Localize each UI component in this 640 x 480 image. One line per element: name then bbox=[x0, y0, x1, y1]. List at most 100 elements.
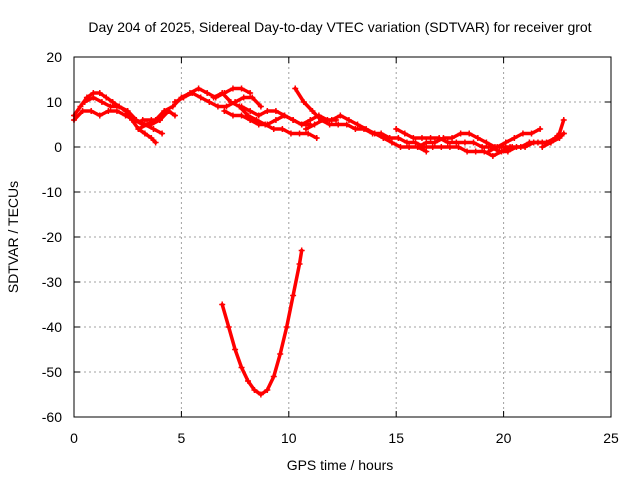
data-point bbox=[466, 130, 473, 137]
data-point bbox=[453, 139, 460, 146]
data-point bbox=[79, 108, 86, 114]
series-layer bbox=[71, 85, 567, 398]
data-point bbox=[438, 144, 445, 150]
data-point bbox=[287, 130, 294, 137]
series-arc-15 bbox=[540, 118, 566, 149]
data-point bbox=[547, 139, 554, 146]
data-point bbox=[144, 121, 151, 128]
data-point bbox=[352, 126, 359, 132]
data-point bbox=[528, 130, 535, 137]
data-point bbox=[238, 85, 245, 92]
data-point bbox=[431, 139, 438, 146]
data-point bbox=[474, 135, 481, 141]
data-point bbox=[96, 112, 103, 119]
data-point bbox=[479, 144, 486, 150]
data-point bbox=[257, 103, 264, 110]
data-point bbox=[90, 94, 97, 101]
data-point bbox=[270, 373, 277, 380]
data-point bbox=[124, 108, 131, 114]
y-tick-label: -10 bbox=[42, 184, 62, 200]
data-point bbox=[109, 99, 116, 105]
y-tick-label: -50 bbox=[42, 364, 62, 380]
data-point bbox=[223, 103, 230, 110]
x-tick-label: 15 bbox=[388, 430, 404, 446]
data-point bbox=[440, 135, 447, 141]
data-point bbox=[165, 108, 172, 114]
x-tick-label: 25 bbox=[603, 430, 619, 446]
data-point bbox=[219, 90, 226, 96]
data-point bbox=[244, 378, 251, 384]
data-point bbox=[277, 351, 284, 357]
series-arc-16 bbox=[220, 248, 304, 397]
data-point bbox=[406, 144, 413, 150]
data-point bbox=[103, 94, 110, 101]
x-tick-label: 20 bbox=[496, 430, 512, 446]
data-point bbox=[169, 103, 176, 110]
data-point bbox=[393, 126, 400, 132]
data-point bbox=[397, 144, 404, 150]
data-point bbox=[464, 148, 471, 155]
data-point bbox=[560, 117, 567, 123]
data-point bbox=[238, 103, 245, 110]
data-point bbox=[206, 99, 213, 105]
data-point bbox=[423, 139, 430, 146]
data-point bbox=[283, 324, 290, 330]
data-point bbox=[496, 148, 503, 155]
data-point bbox=[300, 99, 307, 105]
data-point bbox=[214, 103, 221, 110]
data-point bbox=[247, 117, 254, 123]
data-point bbox=[281, 112, 288, 119]
data-point bbox=[418, 135, 425, 141]
data-point bbox=[504, 148, 511, 155]
y-tick-label: -60 bbox=[42, 409, 62, 425]
data-point bbox=[345, 117, 352, 123]
data-point bbox=[509, 144, 516, 150]
data-point bbox=[122, 112, 129, 119]
data-point bbox=[483, 139, 490, 146]
data-point bbox=[135, 126, 142, 132]
data-point bbox=[307, 117, 314, 123]
data-point bbox=[219, 301, 226, 308]
data-point bbox=[133, 117, 140, 123]
y-tick-label: 0 bbox=[54, 139, 62, 155]
data-point bbox=[298, 121, 305, 128]
data-point bbox=[251, 387, 258, 393]
data-point bbox=[229, 85, 236, 92]
y-tick-label: -20 bbox=[42, 229, 62, 245]
data-point bbox=[270, 126, 277, 132]
data-point bbox=[302, 126, 309, 132]
data-point bbox=[412, 139, 419, 146]
data-point bbox=[388, 139, 395, 146]
data-point bbox=[113, 108, 120, 114]
data-point bbox=[107, 103, 114, 110]
data-point bbox=[88, 108, 95, 114]
data-point bbox=[519, 130, 526, 137]
chart-title: Day 204 of 2025, Sidereal Day-to-day VTE… bbox=[88, 19, 591, 35]
data-point bbox=[485, 148, 492, 155]
data-point bbox=[232, 346, 239, 353]
data-point bbox=[403, 139, 410, 146]
data-point bbox=[309, 108, 316, 114]
x-axis-label: GPS time / hours bbox=[287, 457, 394, 473]
y-axis-label: SDTVAR / TECUs bbox=[5, 181, 21, 293]
y-tick-label: 20 bbox=[46, 49, 62, 65]
data-point bbox=[326, 121, 333, 128]
data-point bbox=[279, 126, 286, 132]
data-point bbox=[449, 135, 456, 141]
data-point bbox=[298, 247, 305, 254]
data-point bbox=[517, 144, 524, 150]
data-point bbox=[204, 90, 211, 96]
data-point bbox=[313, 135, 320, 141]
data-point bbox=[272, 108, 279, 114]
data-point bbox=[105, 108, 112, 114]
data-point bbox=[229, 112, 236, 119]
data-point bbox=[414, 144, 421, 150]
data-point bbox=[489, 153, 496, 159]
data-point bbox=[427, 135, 434, 141]
data-point bbox=[537, 126, 544, 132]
data-point bbox=[371, 130, 378, 137]
data-point bbox=[150, 126, 157, 132]
x-tick-label: 0 bbox=[70, 430, 78, 446]
data-point bbox=[247, 108, 254, 114]
data-point bbox=[189, 90, 196, 96]
